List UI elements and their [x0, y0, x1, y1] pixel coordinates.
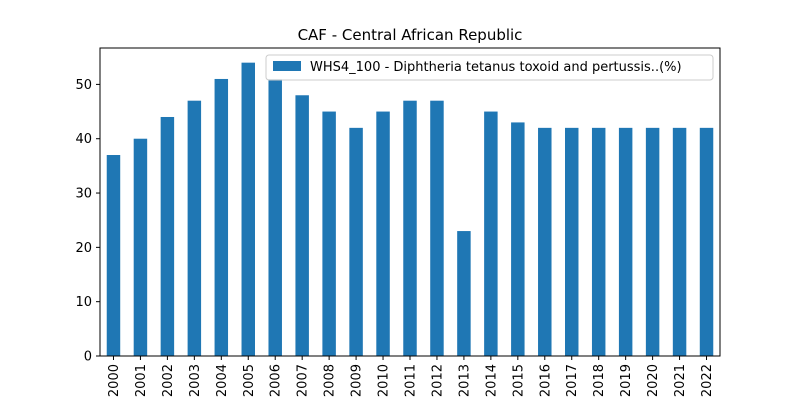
bar-2004	[214, 78, 229, 357]
chart-title: CAF - Central African Republic	[298, 26, 523, 44]
x-tick-label-2002: 2002	[161, 364, 176, 397]
y-tick-label: 30	[75, 187, 92, 202]
x-tick-label-2015: 2015	[511, 364, 526, 397]
x-tick-label-2004: 2004	[215, 364, 230, 397]
bar-2019	[618, 127, 633, 356]
bar-2005	[241, 62, 255, 357]
bar-2002	[160, 116, 175, 356]
bar-2006	[268, 78, 282, 357]
x-tick-label-2022: 2022	[700, 364, 715, 397]
x-tick-label-2021: 2021	[673, 364, 688, 397]
bar-2021	[672, 127, 687, 356]
bar-2009	[349, 127, 363, 356]
x-tick-label-2014: 2014	[484, 364, 499, 397]
bar-2015	[511, 122, 525, 356]
x-tick-label-2018: 2018	[592, 364, 607, 397]
bar-2012	[430, 100, 444, 356]
y-tick-label: 50	[75, 78, 92, 93]
x-tick-label-2008: 2008	[323, 364, 338, 397]
x-tick-label-2017: 2017	[565, 364, 580, 397]
x-tick-label-2003: 2003	[188, 364, 203, 397]
x-tick-label-2001: 2001	[134, 364, 149, 397]
bar-2001	[133, 138, 148, 356]
x-tick-label-2005: 2005	[242, 364, 257, 397]
x-tick-label-2011: 2011	[404, 364, 419, 397]
bar-2014	[484, 111, 498, 356]
bar-2008	[322, 111, 336, 356]
bar-2003	[187, 100, 202, 356]
plot-frame	[99, 47, 721, 357]
y-axis: 0 10 20 30 40 50	[75, 78, 100, 365]
x-tick-label-2009: 2009	[350, 364, 365, 397]
bar-2007	[295, 95, 309, 356]
x-tick-label-2006: 2006	[269, 364, 284, 397]
x-tick-label-2010: 2010	[377, 364, 392, 397]
x-tick-label-2012: 2012	[430, 364, 445, 397]
x-tick-label-2000: 2000	[107, 364, 122, 397]
x-tick-label-2019: 2019	[619, 364, 634, 397]
x-tick-label-2016: 2016	[538, 364, 553, 397]
bar-2016	[538, 127, 552, 356]
bar-2020	[645, 127, 660, 356]
bar-2017	[565, 127, 579, 356]
legend: WHS4_100 - Diphtheria tetanus toxoid and…	[265, 54, 714, 81]
x-tick-label-2007: 2007	[296, 364, 311, 397]
x-axis: 2000 2001 2002 2003 2004 2005 2006 2007 2008 2009…	[107, 356, 715, 397]
y-tick-label: 40	[75, 132, 92, 147]
bar-2011	[403, 100, 417, 356]
x-tick-label-2020: 2020	[646, 364, 661, 397]
legend-label: WHS4_100 - Diphtheria tetanus toxoid and…	[310, 60, 682, 75]
y-tick-label: 0	[84, 350, 92, 365]
legend-swatch	[273, 61, 301, 71]
bar-2022	[699, 127, 714, 356]
x-tick-label-2013: 2013	[457, 364, 472, 397]
bar-2013	[457, 231, 471, 356]
legend-box	[265, 54, 714, 81]
y-tick-label: 20	[75, 241, 92, 256]
bar-2000	[106, 155, 121, 356]
y-tick-label: 10	[75, 295, 92, 310]
bars-group	[106, 62, 714, 357]
bar-2018	[591, 127, 606, 356]
bar-2010	[376, 111, 390, 356]
